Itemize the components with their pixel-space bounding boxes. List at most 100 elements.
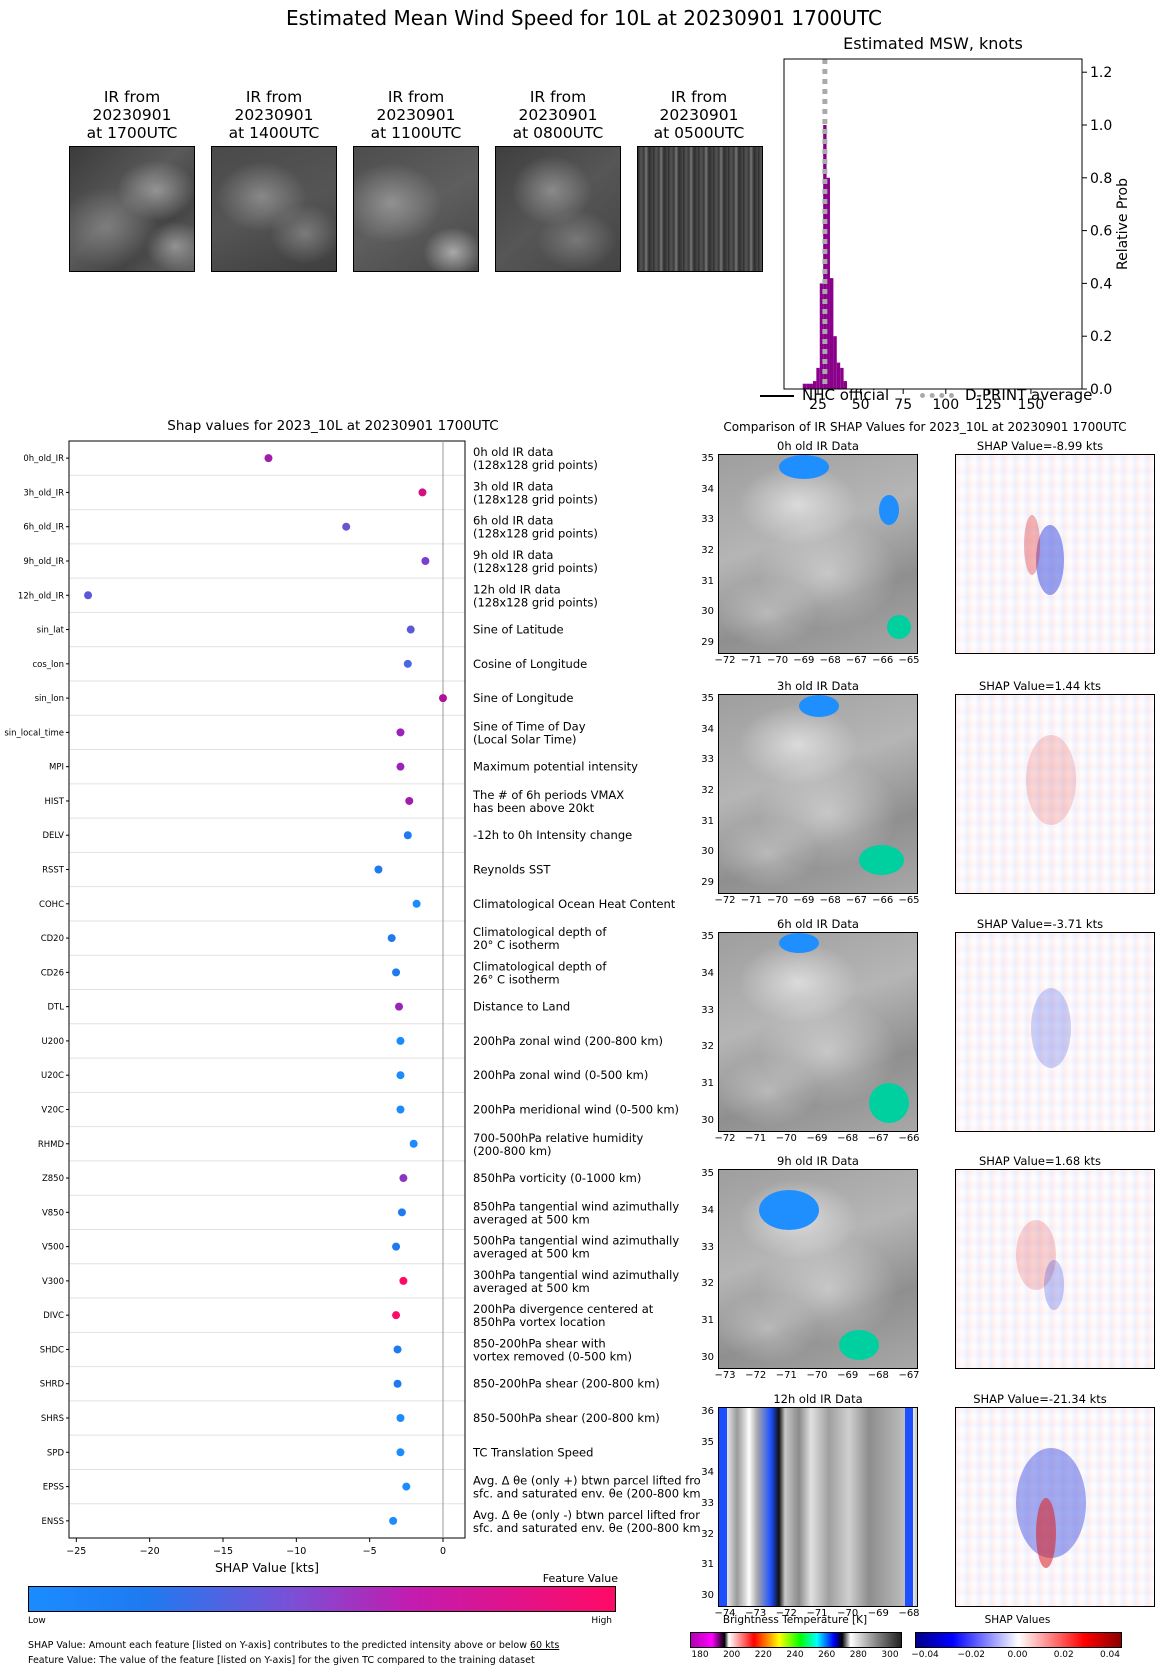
ir-map-lat-tick: 31 (701, 575, 714, 587)
ir-map-lon-tick: −69 (793, 655, 815, 666)
msw-y-tick-label: 0.4 (1090, 276, 1112, 292)
shap-feature-label: CD20 (41, 934, 64, 944)
ir-warm-cloud (839, 1330, 879, 1360)
shap-feature-desc-line1: 0h old IR data (473, 445, 553, 459)
msw-x-tick-label: 75 (894, 397, 912, 410)
shap-feature-label: U200 (42, 1037, 64, 1047)
ir-map-lon-tick: −72 (745, 1370, 767, 1381)
shap-feature-label: DELV (42, 831, 64, 841)
shap-feature-label: U20C (41, 1071, 64, 1081)
shap-feature-chart: Shap values for 2023_10L at 20230901 170… (4, 418, 700, 1575)
shap-feature-label: CD26 (41, 968, 64, 978)
msw-bar (826, 177, 830, 389)
shap-feature-label: 12h_old_IR (18, 591, 64, 601)
ir-map-lon-tick: −70 (767, 655, 789, 666)
shap-feature-label: COHC (39, 900, 64, 910)
msw-y-tick-label: 1.0 (1090, 118, 1112, 134)
ir-map-lon-tick: −66 (872, 895, 894, 906)
ir-map-lon-tick: −70 (775, 1133, 797, 1144)
ir-map-lon-tick: −68 (819, 655, 841, 666)
shap-feature-label: 6h_old_IR (23, 523, 64, 533)
shap-x-tick-label: −10 (286, 1546, 306, 1557)
shap-feature-label: SPD (47, 1448, 65, 1458)
msw-bar (819, 283, 824, 389)
shap-x-tick-label: −15 (213, 1546, 233, 1557)
shap-feature-desc-line1: Sine of Time of Day (473, 719, 586, 733)
shap-feature-desc-line1: Reynolds SST (473, 863, 551, 877)
ir-map-lon-tick: −71 (740, 895, 762, 906)
shap-point-DELV (403, 831, 412, 840)
feature-colorbar-gradient (28, 1586, 616, 1612)
shap-point-DTL (395, 1002, 403, 1011)
shap-feature-desc-line1: Avg. Δ θe (only -) btwn parcel lifted fr… (473, 1508, 700, 1522)
shap-feature-desc-line1: The # of 6h periods VMAX (472, 788, 624, 802)
ir-map-lat-tick: 36 (701, 1406, 714, 1417)
shap-feature-desc-line2: (128x128 grid points) (473, 527, 598, 541)
msw-y-tick-label: 0.8 (1090, 171, 1112, 187)
feature-colorbar-low: Low (28, 1616, 46, 1626)
shap-point-EPSS (402, 1482, 411, 1491)
shap-feature-desc-line1: Sine of Longitude (473, 691, 573, 705)
ir-thumb-label-line: IR from (387, 88, 445, 106)
shap-feature-desc-line1: 12h old IR data (473, 582, 561, 596)
ir-cold-cloud (779, 933, 819, 953)
msw-histogram: Estimated MSW, knots 25 50 75 100 125 150 0.0… (783, 34, 1131, 410)
shap-feature-desc-line1: 200hPa zonal wind (0-500 km) (473, 1068, 648, 1082)
shap-point-SHRD (393, 1379, 402, 1388)
msw-x-tick-label: 50 (852, 397, 870, 410)
shap-point-V300 (399, 1276, 408, 1285)
shap-negative-area (1036, 525, 1064, 595)
comparison-title: Comparison of IR SHAP Values for 2023_10… (723, 420, 1127, 434)
ir-map-lat-tick: 30 (701, 846, 714, 858)
shap-feature-label: SHRS (41, 1414, 64, 1424)
ir-warm-cloud (887, 615, 911, 639)
msw-bars (802, 125, 848, 389)
shap-feature-label: V850 (42, 1208, 64, 1218)
ir-map-6h (718, 932, 918, 1132)
ir-thumb-label-line: 20230901 (92, 106, 172, 124)
ir-thumb-label-line: at 1400UTC (228, 124, 320, 142)
ir-map-lat-tick: 29 (701, 637, 714, 648)
ir-map-lat-tick: 32 (701, 1528, 714, 1540)
msw-x-tick-label: 125 (975, 397, 1002, 410)
shap-feature-desc-line1: 700-500hPa relative humidity (473, 1131, 643, 1145)
ir-thumb-label-line: 20230901 (234, 106, 314, 124)
ir-thumb-label-line: IR from (670, 88, 728, 106)
ir-map-lon-tick: −72 (714, 655, 736, 666)
ir-map-lon-tick: −70 (806, 1370, 828, 1381)
ir-map-lat-tick: 30 (701, 1352, 714, 1363)
shap-point-U20C (396, 1071, 405, 1080)
shap-point-COHC (412, 899, 421, 908)
colorbar-tick-label: −0.02 (957, 1650, 986, 1660)
shap-feature-desc-line1: 300hPa tangential wind azimuthally (473, 1268, 679, 1282)
shap-feature-desc-line2: (128x128 grid points) (473, 458, 598, 472)
ir-map-lat-tick: 33 (701, 1498, 714, 1509)
shap-map-12h (955, 1407, 1155, 1607)
colorbar-tick-label: 0.00 (1007, 1650, 1028, 1660)
shap-chart-title: Shap values for 2023_10L at 20230901 170… (167, 418, 498, 434)
ir-map-lat-tick: 33 (701, 1241, 714, 1253)
shap-negative-area (1031, 988, 1071, 1068)
ir-map-lon-tick: −65 (898, 655, 920, 666)
msw-bar (802, 383, 807, 389)
shap-map-0h (955, 454, 1155, 654)
ir-map-lat-tick: 29 (701, 877, 714, 888)
ir-map-lon-tick: −67 (898, 1370, 920, 1381)
colorbar-tick-label: 0.04 (1099, 1650, 1121, 1660)
shap-feature-desc-line1: 6h old IR data (473, 514, 553, 528)
ir-thumbnail-1400 (211, 146, 337, 272)
shap-feature-desc-line2: averaged at 500 km (473, 1212, 590, 1226)
shap-point-MPI (396, 762, 405, 771)
shap-feature-label: sin_lat (37, 626, 65, 636)
shap-feature-desc-line2: 20° C isotherm (473, 938, 560, 952)
shap-feature-desc-line1: 9h old IR data (473, 548, 553, 562)
shap-point-9h_old_IR (421, 556, 430, 565)
ir-map-lat-tick: 32 (701, 545, 714, 556)
footnote-1-link[interactable]: 60 kts (529, 1640, 560, 1651)
shap-point-DIVC (392, 1311, 401, 1320)
msw-y-axis: 0.0 0.2 0.4 0.6 0.8 1.0 1.2 (1082, 65, 1112, 398)
shap-feature-desc-line1: Climatological depth of (473, 959, 607, 973)
ir-map-lon-tick: −70 (837, 1608, 859, 1619)
ir-map-lon-tick: −71 (740, 655, 762, 666)
ir-map-lat-tick: 34 (701, 723, 714, 735)
